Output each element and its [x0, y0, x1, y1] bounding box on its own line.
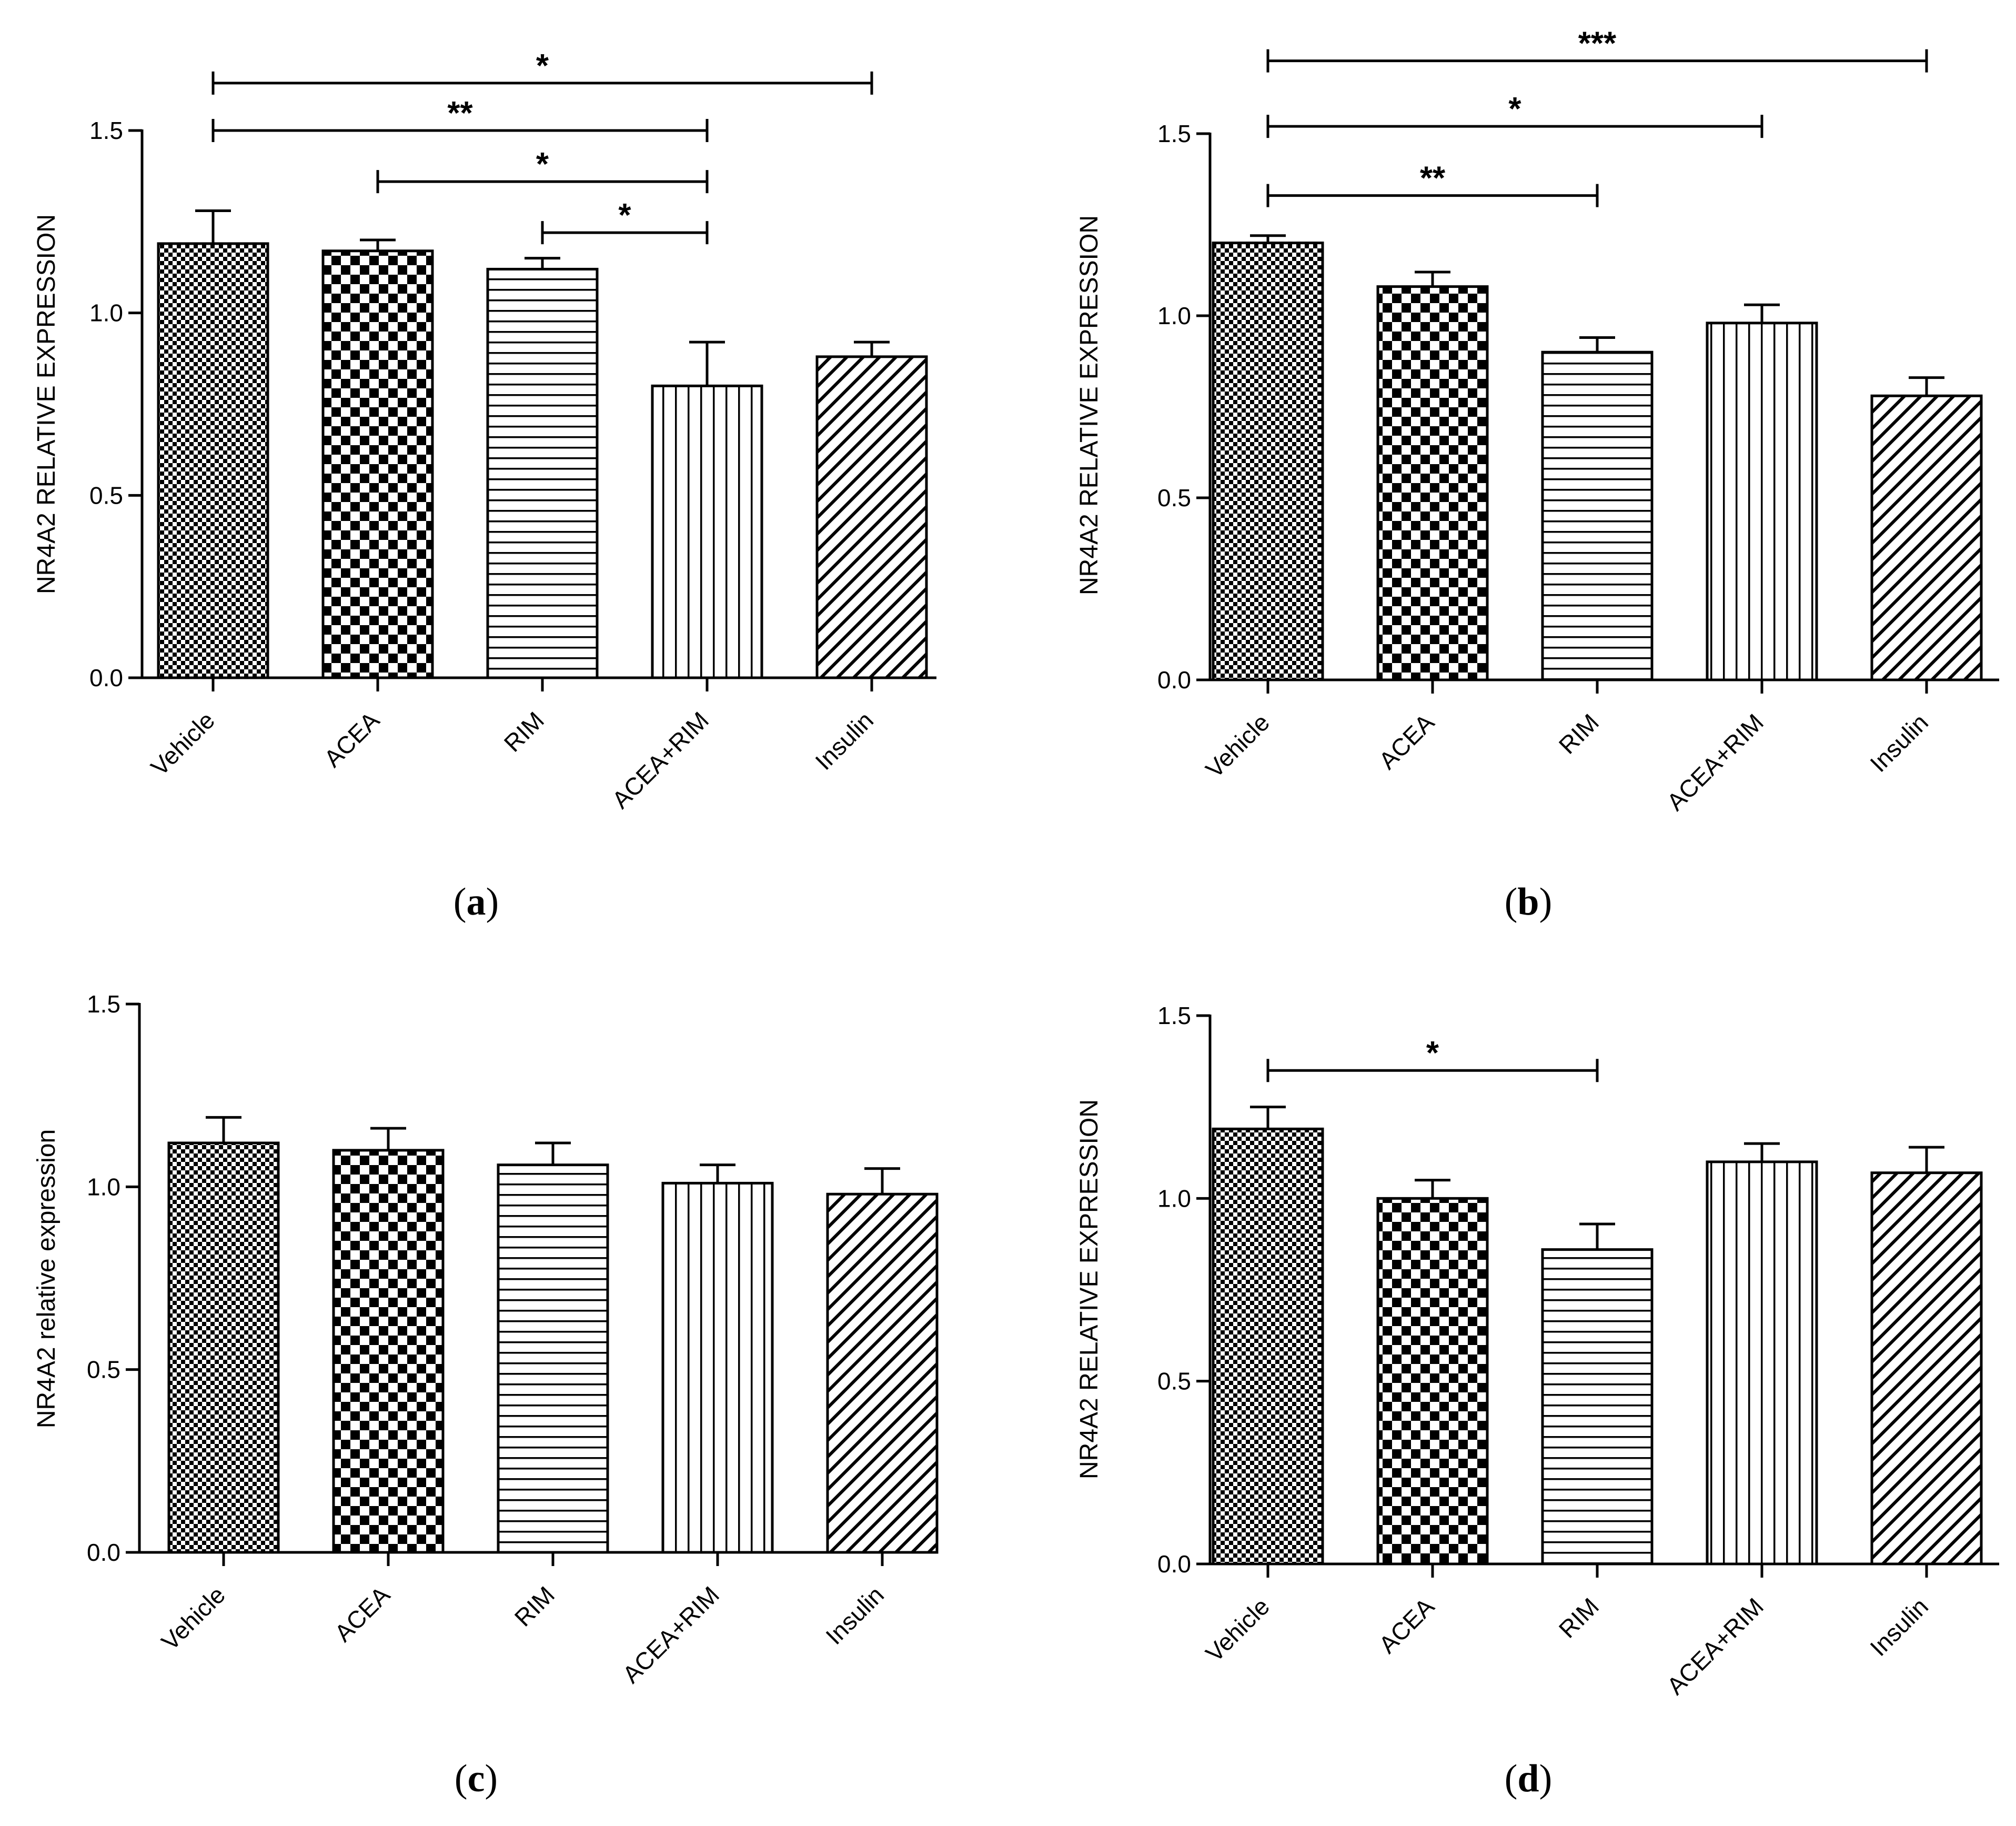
panel-c-categories: Vehicle ACEA RIM ACEA+RIM Insulin — [139, 1551, 936, 1688]
panel-a-ylabel: NR4A2 RELATIVE EXPRESSION — [33, 214, 61, 594]
x-category-label: ACEA+RIM — [1661, 708, 1769, 816]
significance-label: ** — [447, 95, 473, 132]
y-tick-label: 0.0 — [89, 664, 123, 691]
x-category-label: Vehicle — [156, 1581, 230, 1656]
panel-a-bars — [157, 209, 928, 679]
y-tick-label: 0.5 — [1157, 484, 1191, 511]
bar-insulin — [1870, 394, 1983, 681]
panel-d-categories: Vehicle ACEA RIM ACEA+RIM Insulin — [1200, 1562, 1999, 1700]
panel-c-y-axis: 0.0 0.5 1.0 1.5 — [87, 990, 141, 1566]
y-tick-label: 0.0 — [1157, 1550, 1191, 1578]
significance-label: * — [1426, 1035, 1439, 1071]
x-category-label: Insulin — [810, 706, 879, 775]
bar-acea — [1376, 285, 1489, 681]
panel-d: NR4A2 RELATIVE EXPRESSION 0.0 0.5 1.0 1.5 *… — [1075, 1002, 1999, 1800]
panel-c: NR4A2 relative expression 0.0 0.5 1.0 1.5 V… — [33, 990, 939, 1800]
panel-c-ylabel: NR4A2 relative expression — [33, 1129, 61, 1428]
y-tick-label: 0.0 — [87, 1539, 120, 1566]
x-category-label: Insulin — [820, 1581, 889, 1650]
bar-vehicle — [157, 242, 269, 679]
y-tick-label: 1.5 — [89, 117, 123, 144]
x-category-label: RIM — [509, 1581, 560, 1631]
y-tick-label: 1.0 — [1157, 1185, 1191, 1212]
bar-vehicle — [1212, 1127, 1324, 1566]
bar-acea-rim — [651, 384, 763, 679]
significance-label: * — [618, 197, 631, 234]
bar-acea-rim — [1706, 1160, 1818, 1566]
panel-a-significance: ***** — [211, 48, 873, 245]
panel-b-significance: ****** — [1266, 26, 1928, 207]
bar-insulin — [1870, 1171, 1983, 1566]
y-tick-label: 1.5 — [1157, 1002, 1191, 1029]
panel-d-caption: (d) — [1505, 1757, 1552, 1800]
panel-c-letter: c — [468, 1757, 485, 1800]
bar-rim — [1541, 350, 1654, 681]
panel-d-ylabel: NR4A2 RELATIVE EXPRESSION — [1075, 1099, 1103, 1479]
x-category-label: ACEA+RIM — [607, 706, 714, 814]
y-tick-label: 1.5 — [1157, 120, 1191, 147]
panel-b-letter: b — [1517, 880, 1539, 924]
y-tick-label: 0.5 — [89, 481, 123, 509]
bar-acea — [321, 249, 434, 679]
panel-a-y-axis: 0.0 0.5 1.0 1.5 — [89, 117, 144, 691]
y-tick-label: 0.5 — [1157, 1368, 1191, 1395]
x-category-label: ACEA — [1374, 708, 1440, 775]
significance-label: *** — [1578, 26, 1617, 62]
x-category-label: RIM — [1554, 708, 1604, 759]
significance-label: * — [536, 146, 549, 183]
x-category-label: ACEA — [329, 1581, 396, 1647]
panel-c-caption: (c) — [455, 1757, 498, 1800]
x-category-label: Vehicle — [1200, 708, 1275, 783]
bar-rim — [486, 267, 599, 679]
bar-acea — [1376, 1197, 1489, 1566]
x-category-label: Insulin — [1864, 708, 1933, 777]
bar-vehicle — [1212, 242, 1324, 681]
bar-acea-rim — [1706, 322, 1818, 681]
panel-d-letter: d — [1517, 1757, 1539, 1800]
x-category-label: Vehicle — [145, 706, 220, 781]
panel-b-bars — [1212, 234, 1983, 681]
y-tick-label: 0.5 — [87, 1356, 120, 1383]
panel-b-caption: (b) — [1505, 880, 1552, 924]
panel-d-bars — [1212, 1106, 1983, 1566]
y-tick-label: 1.0 — [1157, 302, 1191, 329]
x-category-label: RIM — [499, 706, 549, 757]
panel-b-ylabel: NR4A2 RELATIVE EXPRESSION — [1075, 215, 1103, 595]
panel-c-bars — [167, 1116, 939, 1554]
y-tick-label: 1.5 — [87, 990, 120, 1018]
bar-acea — [332, 1149, 445, 1554]
bar-vehicle — [167, 1141, 280, 1554]
significance-label: ** — [1420, 160, 1446, 197]
y-tick-label: 1.0 — [89, 299, 123, 327]
panel-b-categories: Vehicle ACEA RIM ACEA+RIM Insulin — [1200, 678, 1999, 816]
x-category-label: ACEA+RIM — [617, 1581, 724, 1688]
panel-b-y-axis: 0.0 0.5 1.0 1.5 — [1157, 120, 1212, 694]
bar-insulin — [826, 1192, 939, 1554]
panel-d-significance: * — [1266, 1035, 1599, 1082]
y-tick-label: 0.0 — [1157, 666, 1191, 694]
panel-a-categories: Vehicle ACEA RIM ACEA+RIM Insulin — [142, 676, 936, 814]
x-category-label: ACEA — [319, 706, 385, 772]
bar-acea-rim — [661, 1181, 774, 1554]
panel-d-y-axis: 0.0 0.5 1.0 1.5 — [1157, 1002, 1212, 1578]
y-tick-label: 1.0 — [87, 1173, 120, 1200]
panel-a-letter: a — [467, 880, 486, 924]
bar-rim — [1541, 1248, 1654, 1566]
x-category-label: RIM — [1554, 1592, 1604, 1643]
significance-label: * — [1508, 91, 1521, 127]
significance-label: * — [536, 48, 549, 84]
x-category-label: Insulin — [1864, 1592, 1933, 1661]
bar-rim — [497, 1163, 609, 1554]
x-category-label: ACEA — [1374, 1592, 1440, 1659]
x-category-label: Vehicle — [1200, 1592, 1275, 1667]
panel-a: NR4A2 RELATIVE EXPRESSION 0.0 0.5 1.0 1.5 *… — [33, 48, 936, 924]
panel-a-caption: (a) — [453, 880, 499, 924]
panel-b: NR4A2 RELATIVE EXPRESSION 0.0 0.5 1.0 1.5 *… — [1075, 26, 1999, 924]
x-category-label: ACEA+RIM — [1661, 1592, 1769, 1700]
bar-insulin — [815, 355, 928, 679]
